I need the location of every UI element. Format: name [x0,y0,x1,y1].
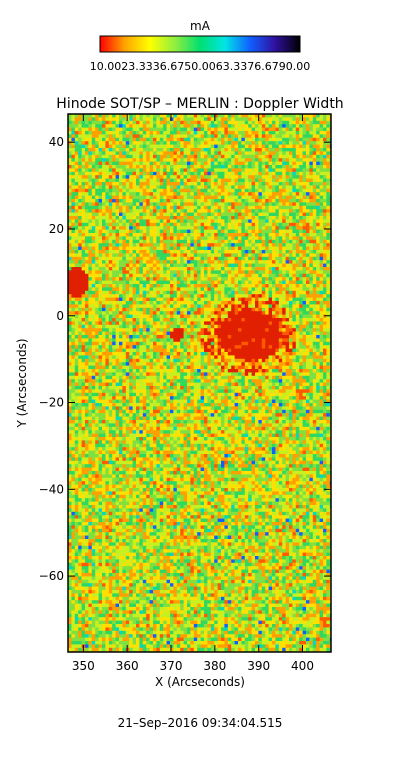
colorbar-tick-labels: 10.0023.3336.6750.0063.3376.6790.00 [90,60,310,73]
x-tick-label: 350 [72,659,95,673]
x-tick-label: 380 [203,659,226,673]
chart-title: Hinode SOT/SP – MERLIN : Doppler Width [56,96,343,112]
observation-timestamp: 21–Sep–2016 09:34:04.515 [118,716,283,730]
y-tick-label: −60 [39,569,64,583]
doppler-width-map [68,114,331,652]
y-tick-label: 0 [56,309,64,323]
colorbar [99,35,301,53]
x-tick-label: 370 [160,659,183,673]
plot-frame [67,113,332,653]
y-tick-label: 20 [49,222,64,236]
x-axis: 350 360 370 380 390 400 [72,114,314,673]
colorbar-unit: mA [190,19,211,33]
y-axis-label: Y (Arcseconds) [15,338,29,428]
x-tick-label: 400 [291,659,314,673]
x-tick-label: 390 [247,659,270,673]
x-tick-label: 360 [116,659,139,673]
x-axis-label: X (Arcseconds) [155,675,245,689]
y-axis: 40 20 0 −20 −40 −60 [39,135,331,583]
y-tick-label: 40 [49,135,64,149]
y-tick-label: −20 [39,396,64,410]
y-tick-label: −40 [39,482,64,496]
